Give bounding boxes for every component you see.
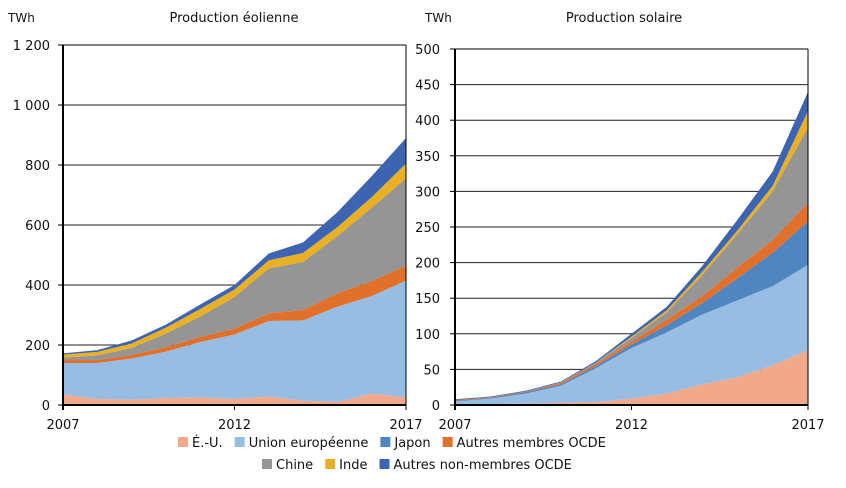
solar-chart: TWh Production solaire 0 50 100 150 200 250 30… xyxy=(415,11,824,433)
legend-label: Japon xyxy=(393,436,430,451)
y-tick-label: 150 xyxy=(415,292,440,307)
y-tick-label: 400 xyxy=(415,114,440,129)
legend-swatch xyxy=(379,459,390,469)
y-tick-label: 300 xyxy=(415,185,440,200)
y-tick-label: 0 xyxy=(42,399,50,414)
solar-title: Production solaire xyxy=(566,11,682,26)
area-union-europ-enne xyxy=(455,264,808,405)
x-tick-label: 2012 xyxy=(218,418,251,433)
y-tick-label: 200 xyxy=(415,257,440,272)
legend-swatch xyxy=(178,437,188,447)
x-tick-label: 2007 xyxy=(438,418,471,433)
y-tick-label: 1 000 xyxy=(13,99,50,114)
legend-label: Chine xyxy=(276,458,313,473)
wind-y-unit: TWh xyxy=(7,11,35,25)
y-tick-label: 500 xyxy=(415,43,440,58)
y-tick-label: 1 200 xyxy=(13,39,50,54)
legend-label: Inde xyxy=(339,458,367,473)
x-tick-label: 2017 xyxy=(389,418,422,433)
x-tick-label: 2017 xyxy=(791,418,824,433)
legend-label: Autres membres OCDE xyxy=(457,436,606,451)
y-tick-label: 200 xyxy=(25,339,50,354)
legend-label: É.-U. xyxy=(192,435,223,451)
area-chine xyxy=(63,178,406,360)
legend-swatch xyxy=(380,437,391,447)
y-tick-label: 350 xyxy=(415,150,440,165)
legend-label: Union européenne xyxy=(249,436,369,451)
legend-swatch xyxy=(325,459,336,469)
area--u- xyxy=(455,350,808,405)
area-union-europ-enne xyxy=(63,280,406,402)
wind-title: Production éolienne xyxy=(170,11,299,26)
wind-chart: TWh Production éolienne 0 200 400 600 800 1 0… xyxy=(7,11,423,433)
y-tick-label: 50 xyxy=(423,363,440,378)
x-tick-label: 2007 xyxy=(46,418,79,433)
legend: É.-U. Union européenne Japon Autres membres… xyxy=(178,435,606,473)
x-tick-label: 2012 xyxy=(615,418,648,433)
solar-y-unit: TWh xyxy=(424,11,452,25)
y-tick-label: 800 xyxy=(25,159,50,174)
legend-swatch xyxy=(442,437,453,447)
y-tick-label: 400 xyxy=(25,279,50,294)
legend-swatch xyxy=(234,437,245,447)
y-tick-label: 450 xyxy=(415,79,440,94)
y-tick-label: 600 xyxy=(25,219,50,234)
y-tick-label: 100 xyxy=(415,328,440,343)
legend-swatch xyxy=(262,459,272,469)
legend-label: Autres non-membres OCDE xyxy=(394,458,572,473)
y-tick-label: 0 xyxy=(432,399,440,414)
y-tick-label: 250 xyxy=(415,221,440,236)
area-chine xyxy=(455,127,808,401)
area--u- xyxy=(63,393,406,405)
